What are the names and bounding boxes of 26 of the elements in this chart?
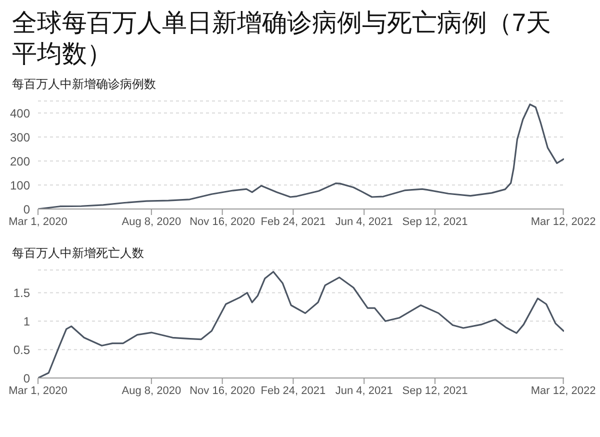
y-tick-label: 0 (23, 202, 30, 216)
x-tick-label: Nov 16, 2020 (190, 216, 256, 228)
x-tick-label: Feb 24, 2021 (260, 384, 326, 397)
x-tick-label: Mar 12, 2022 (530, 384, 596, 397)
x-tick-label: Aug 8, 2020 (122, 384, 182, 397)
y-tick-label: 0.5 (13, 342, 30, 357)
y-axis-title: 每百万人中新增死亡人数 (12, 245, 145, 262)
y-axis-title: 每百万人中新增确诊病例数 (12, 76, 157, 93)
x-tick-label: Sep 12, 2021 (402, 384, 468, 397)
x-tick-label: Mar 12, 2022 (530, 216, 596, 228)
y-tick-label: 200 (10, 154, 30, 168)
x-tick-label: Mar 1, 2020 (8, 216, 68, 228)
chart-title: 全球每百万人单日新增确诊病例与死亡病例（7天平均数） (12, 8, 552, 70)
y-tick-label: 100 (10, 178, 30, 192)
x-tick-label: Feb 24, 2021 (260, 216, 326, 228)
y-tick-label: 1.5 (13, 286, 30, 300)
x-tick-label: Jun 4, 2021 (335, 384, 393, 397)
y-tick-label: 0 (23, 371, 30, 386)
x-tick-label: Jun 4, 2021 (335, 216, 393, 228)
x-tick-label: Sep 12, 2021 (402, 216, 468, 228)
x-tick-label: Nov 16, 2020 (190, 384, 256, 397)
y-tick-label: 300 (10, 130, 30, 144)
y-tick-label: 1 (23, 314, 30, 328)
x-tick-label: Aug 8, 2020 (122, 216, 182, 228)
y-tick-label: 400 (10, 106, 30, 120)
x-tick-label: Mar 1, 2020 (8, 384, 68, 397)
